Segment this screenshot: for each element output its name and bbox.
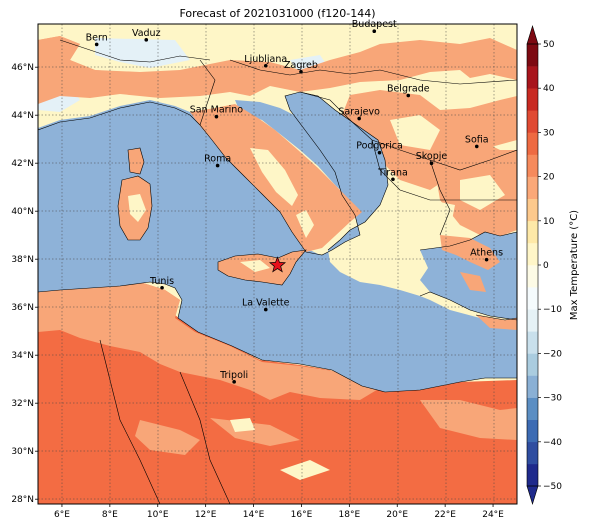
colorbar-segment [527, 242, 538, 266]
colorbar-segment [527, 176, 538, 199]
city-label: Budapest [352, 19, 397, 30]
map-title: Forecast of 2021031000 (f120-144) [179, 7, 376, 20]
city-dot [484, 257, 489, 262]
city-dot [263, 307, 268, 312]
colorbar-tick-label: −50 [543, 482, 562, 492]
y-tick-label: 38°N [11, 255, 34, 265]
x-tick-label: 14°E [243, 510, 265, 520]
colorbar-segment [527, 154, 538, 177]
y-tick-label: 28°N [11, 495, 34, 505]
y-tick-label: 42°N [11, 159, 34, 169]
colorbar-segment [527, 375, 538, 398]
y-tick-label: 30°N [11, 447, 34, 457]
colorbar-segment [527, 110, 538, 133]
colorbar-tick-label: 0 [543, 261, 549, 271]
colorbar-segment [527, 287, 538, 310]
colorbar-segment [527, 441, 538, 465]
colorbar-tick-label: −30 [543, 394, 562, 404]
x-tick-label: 10°E [147, 510, 169, 520]
city-dot [214, 114, 219, 119]
city-dot [144, 38, 149, 42]
city-label: Zagreb [284, 60, 318, 71]
city-dot [391, 177, 395, 182]
city-dot [263, 63, 268, 68]
x-tick-label: 20°E [386, 510, 408, 520]
city-label: La Valette [242, 298, 290, 309]
colorbar-segment [527, 88, 538, 111]
colorbar-label: Max Temperature (°C) [569, 210, 580, 320]
x-tick-label: 12°E [195, 510, 217, 520]
city-label: Skopje [416, 151, 448, 162]
y-tick-label: 36°N [11, 303, 34, 313]
y-tick-label: 46°N [11, 63, 34, 73]
y-tick-label: 34°N [11, 351, 34, 361]
colorbar-segment [527, 265, 538, 288]
city-label: Sofia [465, 134, 489, 145]
colorbar-tick-label: 40 [543, 84, 555, 94]
colorbar-segment [527, 198, 538, 222]
colorbar-segment [527, 397, 538, 420]
colorbar-tick-label: −20 [543, 349, 562, 359]
city-label: Tirana [377, 167, 408, 178]
city-label: Tripoli [219, 370, 248, 381]
city-dot [357, 116, 361, 121]
x-tick-label: 22°E [434, 510, 456, 520]
city-label: Ljubljana [244, 54, 287, 65]
city-label: San Marino [190, 105, 243, 116]
y-tick-label: 32°N [11, 399, 34, 409]
colorbar-segment [527, 66, 538, 89]
colorbar-tick-label: −40 [543, 438, 562, 448]
colorbar-segment [527, 419, 538, 443]
star-icon [268, 256, 287, 273]
colorbar-segment [527, 220, 538, 244]
colorbar-tick-label: 30 [543, 128, 555, 138]
city-label: Vaduz [132, 28, 161, 39]
colorbar-segment [527, 309, 538, 332]
y-tick-label: 44°N [11, 111, 34, 121]
colorbar-segment [527, 331, 538, 354]
colorbar: 50 40 30 20 10 0 −10 −20 −30 −40 −50 [526, 24, 562, 506]
city-label: Sarajevo [338, 107, 380, 118]
city-label: Roma [204, 154, 231, 165]
colorbar-tick-label: 10 [543, 217, 555, 227]
city-label: Bern [86, 32, 108, 43]
colorbar-tick-label: 50 [543, 40, 555, 50]
city-label: Podgorica [356, 141, 403, 152]
city-dot [372, 29, 377, 33]
city-dot [406, 93, 411, 98]
coastlines [38, 39, 517, 504]
city-dot [94, 42, 99, 47]
city-label: Tunis [149, 276, 174, 287]
colorbar-tick-label: −10 [543, 305, 562, 315]
colorbar-min-extension [526, 485, 539, 506]
city-dot [232, 380, 236, 384]
colorbar-segment [527, 353, 538, 376]
city-dot [215, 163, 220, 168]
city-label: Athens [470, 248, 503, 259]
x-tick-labels: 6°E 8°E 10°E 12°E 14°E 16°E 18°E 20°E 22°E 24°E [54, 504, 504, 520]
city-dot [299, 69, 303, 74]
colorbar-max-extension [526, 24, 539, 45]
x-tick-label: 24°E [482, 510, 504, 520]
x-tick-label: 16°E [291, 510, 313, 520]
y-tick-label: 40°N [11, 207, 34, 217]
colorbar-segment [527, 44, 538, 67]
city-dot [474, 144, 479, 149]
city-dot [377, 150, 382, 155]
colorbar-segment [527, 463, 538, 487]
map-frame [37, 23, 518, 505]
x-tick-label: 8°E [102, 510, 118, 520]
x-tick-label: 6°E [54, 510, 70, 520]
y-tick-labels: 28°N 30°N 32°N 34°N 36°N 38°N 40°N 42°N 44°N 46°N [11, 63, 38, 505]
city-dot [160, 285, 164, 290]
x-tick-label: 18°E [339, 510, 361, 520]
colorbar-tick-label: 20 [543, 173, 555, 183]
city-dot [429, 161, 434, 165]
colorbar-segment [527, 132, 538, 155]
city-label: Belgrade [387, 84, 430, 95]
